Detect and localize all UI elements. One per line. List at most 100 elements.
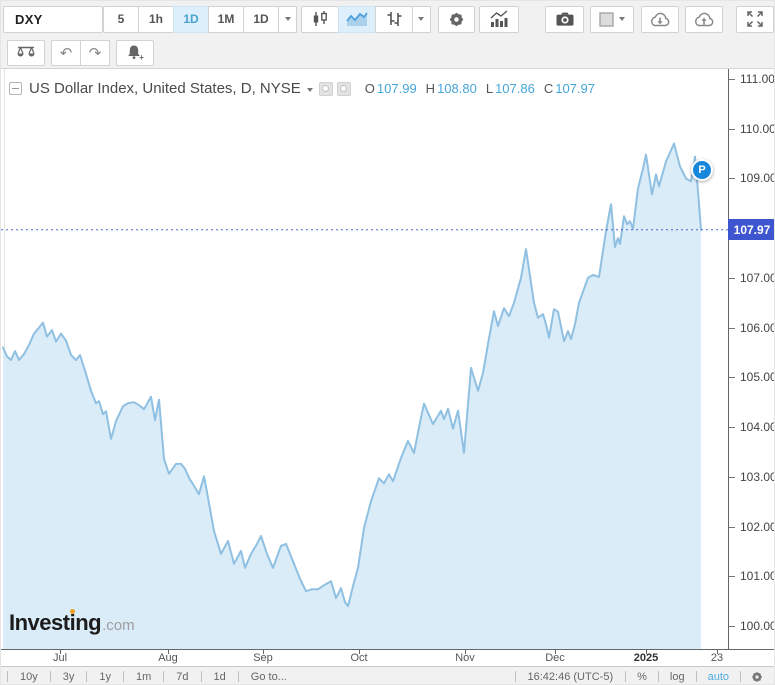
divider [123, 671, 124, 682]
range-button-1m[interactable]: 1m [136, 670, 152, 683]
time-axis-label: 2025 [633, 652, 659, 664]
legend-action-icon-1[interactable] [318, 81, 333, 96]
undo-button[interactable]: ↶ [51, 39, 81, 66]
divider [514, 671, 516, 682]
divider [163, 671, 165, 682]
price-axis-tick [729, 79, 735, 80]
ohlc-bars-button[interactable] [374, 5, 413, 33]
divider [740, 671, 741, 682]
legend-action-icon-2[interactable] [336, 81, 351, 96]
indicators-button[interactable] [478, 5, 519, 33]
fullscreen-button[interactable] [736, 5, 774, 33]
divider [7, 671, 8, 682]
interval-button-1d-active[interactable]: 1D [173, 5, 209, 33]
layout-square-icon [599, 11, 614, 27]
chart-type-dropdown-button[interactable] [411, 5, 431, 33]
indicators-icon [490, 10, 508, 27]
snapshot-camera-button[interactable] [545, 5, 585, 33]
chevron-down-icon [618, 17, 625, 21]
bottom-toolbar-right: 16:42:46 (UTC-5) % log auto [514, 667, 770, 684]
low-value: L 107.86 [485, 81, 535, 96]
interval-dropdown-button[interactable] [278, 5, 297, 33]
open-value: O 107.99 [364, 81, 417, 96]
cloud-download-icon [651, 12, 670, 26]
interval-button-1d2[interactable]: 1D [243, 5, 279, 33]
series-area-fill [3, 143, 701, 649]
series-line [2, 142, 702, 608]
price-axis-label: 106.00 [740, 321, 775, 335]
range-button-1y[interactable]: 1y [99, 670, 111, 683]
price-axis-label: 109.00 [740, 171, 775, 185]
candlestick-icon [313, 11, 327, 26]
price-axis-tick [729, 427, 735, 428]
time-axis-label: Sep [253, 652, 273, 664]
price-axis[interactable]: 111.00 110.00 109.00 107.00 106.00 105.00 104.… [729, 69, 775, 649]
time-axis[interactable]: Jul Aug Sep Oct Nov Dec 2025 23 [1, 649, 774, 666]
add-alert-button[interactable]: + [116, 39, 154, 66]
settings-button[interactable] [438, 5, 476, 33]
save-chart-button[interactable] [684, 5, 723, 33]
compare-scales-button[interactable] [7, 39, 45, 66]
chevron-down-icon [418, 17, 425, 21]
interval-button-5[interactable]: 5 [103, 5, 139, 33]
chevron-down-icon [284, 17, 291, 21]
divider [237, 671, 239, 682]
fullscreen-icon [747, 11, 763, 27]
candlestick-chart-button[interactable] [300, 5, 339, 33]
axis-settings-button[interactable] [741, 670, 770, 684]
time-axis-tick [717, 650, 718, 654]
time-axis-label: Oct [350, 652, 368, 664]
load-chart-button[interactable] [641, 5, 680, 33]
log-scale-button[interactable]: log [669, 670, 685, 683]
drawing-toolbar: ↶ ↷ + [1, 37, 774, 69]
price-axis-label: 105.00 [740, 370, 775, 384]
range-button-7d[interactable]: 7d [176, 670, 189, 683]
range-button-3y[interactable]: 3y [62, 670, 75, 683]
time-axis-tick [646, 650, 647, 654]
price-axis-tick [729, 527, 735, 528]
range-button-10y[interactable]: 10y [20, 670, 38, 683]
interval-button-1h[interactable]: 1h [138, 5, 174, 33]
percent-scale-button[interactable]: % [637, 670, 647, 683]
area-chart-icon [346, 12, 368, 26]
symbol-input[interactable]: DXY [3, 5, 103, 33]
redo-button[interactable]: ↷ [80, 39, 110, 66]
chart-pane[interactable]: US Dollar Index, United States, D, NYSE … [1, 69, 775, 666]
price-chart-svg[interactable] [1, 69, 728, 649]
top-toolbar: DXY 5 1h 1D 1M 1D [1, 1, 774, 37]
camera-icon [556, 12, 574, 26]
bottom-toolbar: 10y 3y 1y 1m 7d 1d Go to... 16:42:46 (UT… [1, 666, 774, 684]
price-axis-label: 101.00 [740, 569, 775, 583]
price-axis-border [728, 69, 729, 666]
time-axis-tick [465, 650, 466, 654]
time-axis-tick [60, 650, 61, 654]
auto-scale-button[interactable]: auto [707, 670, 729, 683]
interval-button-1m[interactable]: 1M [208, 5, 244, 33]
divider [200, 671, 202, 682]
range-button-1d[interactable]: 1d [213, 670, 226, 683]
event-marker-p[interactable]: P [691, 159, 713, 181]
ohlc-values: O 107.99 H 108.80 L 107.86 C 107.97 [365, 81, 604, 96]
chevron-down-icon[interactable] [306, 88, 313, 92]
balance-scale-icon [17, 46, 35, 57]
undo-icon: ↶ [59, 43, 73, 62]
close-value: C 107.97 [543, 81, 595, 96]
goto-date-button[interactable]: Go to... [250, 670, 287, 683]
high-value: H 108.80 [425, 81, 477, 96]
gear-icon [450, 12, 464, 26]
time-axis-tick [168, 650, 169, 654]
price-axis-tick [729, 178, 735, 179]
area-chart-button[interactable] [337, 5, 376, 33]
time-axis-label: 23 [710, 652, 724, 664]
time-axis-tick [359, 650, 360, 654]
layout-template-button[interactable] [589, 5, 634, 33]
time-axis-label: Aug [158, 652, 178, 664]
time-axis-label: Dec [545, 652, 565, 664]
collapse-legend-icon[interactable] [9, 82, 22, 95]
price-axis-tick [729, 129, 735, 130]
price-axis-label: 100.00 [740, 619, 775, 633]
instrument-legend: US Dollar Index, United States, D, NYSE … [9, 80, 604, 97]
time-axis-tick [263, 650, 264, 654]
cloud-upload-icon [694, 12, 714, 26]
price-axis-label: 103.00 [740, 470, 775, 484]
